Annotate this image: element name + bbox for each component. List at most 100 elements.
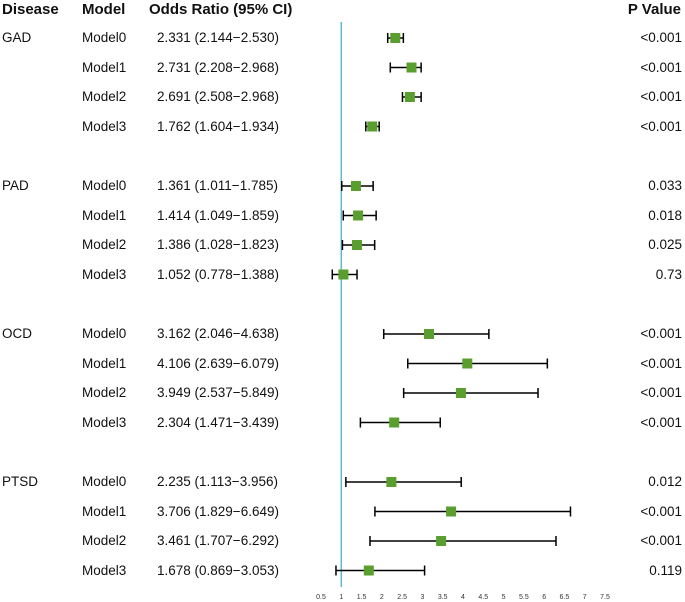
p-value-label: 0.018 <box>648 207 682 223</box>
odds-ratio-marker <box>446 506 457 517</box>
x-tick-label: 2 <box>380 594 384 601</box>
odds-ratio-marker <box>338 269 349 280</box>
table-row: Model1 2.731 (2.208−2.968) <0.001 <box>0 58 685 78</box>
disease-label: PTSD <box>2 474 39 489</box>
odds-ratio-label: 2.731 (2.208−2.968) <box>157 59 279 75</box>
p-value-label: 0.73 <box>655 266 682 282</box>
model-label: Model1 <box>82 355 127 371</box>
x-tick-label: 7 <box>583 594 587 601</box>
header-model: Model <box>82 1 126 18</box>
p-value-label: 0.033 <box>648 178 682 193</box>
odds-ratio-marker <box>389 417 400 428</box>
disease-label: GAD <box>2 30 32 45</box>
table-row: Model2 3.461 (1.707−6.292) <0.001 <box>0 531 685 551</box>
p-value-label: <0.001 <box>640 355 682 371</box>
table-row: PTSD Model0 2.235 (1.113−3.956) 0.012 <box>0 472 685 492</box>
table-row: Model1 4.106 (2.639−6.079) <0.001 <box>0 354 685 374</box>
odds-ratio-marker <box>386 477 397 487</box>
disease-label: PAD <box>2 178 29 193</box>
model-label: Model0 <box>82 326 127 341</box>
model-label: Model2 <box>82 237 127 252</box>
odds-ratio-label: 3.949 (2.537−5.849) <box>157 385 279 400</box>
model-label: Model0 <box>82 178 127 193</box>
model-label: Model1 <box>82 503 127 519</box>
odds-ratio-marker <box>390 33 401 43</box>
odds-ratio-label: 2.235 (1.113−3.956) <box>157 474 278 489</box>
x-tick-label: 4.5 <box>478 594 488 601</box>
odds-ratio-label: 2.691 (2.508−2.968) <box>157 89 279 104</box>
odds-ratio-marker <box>424 329 435 339</box>
odds-ratio-label: 1.414 (1.049−1.859) <box>157 207 279 223</box>
x-tick-label: 6.5 <box>560 594 570 601</box>
table-row: Model3 2.304 (1.471−3.439) <0.001 <box>0 413 685 433</box>
model-label: Model3 <box>82 266 127 282</box>
p-value-label: 0.025 <box>648 237 682 252</box>
table-row: Model3 1.678 (0.869−3.053) 0.119 <box>0 561 685 581</box>
p-value-label: <0.001 <box>640 385 682 400</box>
odds-ratio-marker <box>404 92 415 102</box>
table-row: Model2 3.949 (2.537−5.849) <0.001 <box>0 383 685 403</box>
p-value-label: <0.001 <box>640 503 682 519</box>
odds-ratio-marker <box>350 181 361 191</box>
odds-ratio-marker <box>462 358 473 369</box>
table-row: GAD Model0 2.331 (2.144−2.530) <0.001 <box>0 28 685 48</box>
model-label: Model0 <box>82 474 127 489</box>
odds-ratio-marker <box>455 388 466 398</box>
odds-ratio-label: 3.706 (1.829−6.649) <box>157 503 279 519</box>
odds-ratio-label: 1.386 (1.028−1.823) <box>157 237 279 252</box>
odds-ratio-marker <box>367 121 378 132</box>
x-tick-label: 5 <box>502 594 506 601</box>
table-row: Model1 3.706 (1.829−6.649) <0.001 <box>0 502 685 522</box>
x-tick-label: 3.5 <box>438 594 448 601</box>
odds-ratio-label: 1.762 (1.604−1.934) <box>157 118 279 134</box>
model-label: Model0 <box>82 30 127 45</box>
table-row: Model3 1.762 (1.604−1.934) <0.001 <box>0 117 685 137</box>
model-label: Model1 <box>82 207 127 223</box>
p-value-label: <0.001 <box>640 59 682 75</box>
odds-ratio-marker <box>363 565 374 576</box>
model-label: Model1 <box>82 59 127 75</box>
odds-ratio-marker <box>351 240 362 250</box>
odds-ratio-label: 1.361 (1.011−1.785) <box>157 178 278 193</box>
p-value-label: <0.001 <box>640 414 682 430</box>
table-row: Model3 1.052 (0.778−1.388) 0.73 <box>0 265 685 285</box>
model-label: Model2 <box>82 533 127 548</box>
table-row: Model2 2.691 (2.508−2.968) <0.001 <box>0 87 685 107</box>
p-value-label: <0.001 <box>640 89 682 104</box>
x-tick-label: 2.5 <box>397 594 407 601</box>
x-tick-label: 7.5 <box>600 594 610 601</box>
table-row: Model2 1.386 (1.028−1.823) 0.025 <box>0 235 685 255</box>
disease-label: OCD <box>2 326 32 341</box>
x-tick-label: 1 <box>339 594 343 601</box>
x-tick-label: 0.5 <box>316 594 326 601</box>
model-label: Model2 <box>82 385 127 400</box>
table-row: PAD Model0 1.361 (1.011−1.785) 0.033 <box>0 176 685 196</box>
table-row: OCD Model0 3.162 (2.046−4.638) <0.001 <box>0 324 685 344</box>
table-row: Model1 1.414 (1.049−1.859) 0.018 <box>0 206 685 226</box>
odds-ratio-label: 3.461 (1.707−6.292) <box>157 533 279 548</box>
odds-ratio-label: 1.678 (0.869−3.053) <box>157 562 279 578</box>
model-label: Model2 <box>82 89 127 104</box>
x-tick-label: 6 <box>542 594 546 601</box>
model-label: Model3 <box>82 562 127 578</box>
header-odds-ratio: Odds Ratio (95% CI) <box>149 1 293 18</box>
odds-ratio-label: 1.052 (0.778−1.388) <box>157 266 279 282</box>
x-tick-label: 5.5 <box>519 594 529 601</box>
odds-ratio-label: 2.331 (2.144−2.530) <box>157 30 279 45</box>
x-tick-label: 1.5 <box>357 594 367 601</box>
odds-ratio-label: 2.304 (1.471−3.439) <box>157 414 279 430</box>
p-value-label: <0.001 <box>640 30 682 45</box>
header-disease: Disease <box>2 1 59 18</box>
p-value-label: <0.001 <box>640 118 682 134</box>
p-value-label: 0.119 <box>649 562 682 578</box>
p-value-label: <0.001 <box>640 326 682 341</box>
header-p-value: P Value <box>627 1 681 18</box>
odds-ratio-marker <box>353 210 364 221</box>
odds-ratio-marker <box>436 536 447 546</box>
model-label: Model3 <box>82 414 127 430</box>
x-tick-label: 4 <box>461 594 465 601</box>
odds-ratio-label: 3.162 (2.046−4.638) <box>157 326 279 341</box>
odds-ratio-label: 4.106 (2.639−6.079) <box>157 355 279 371</box>
model-label: Model3 <box>82 118 127 134</box>
